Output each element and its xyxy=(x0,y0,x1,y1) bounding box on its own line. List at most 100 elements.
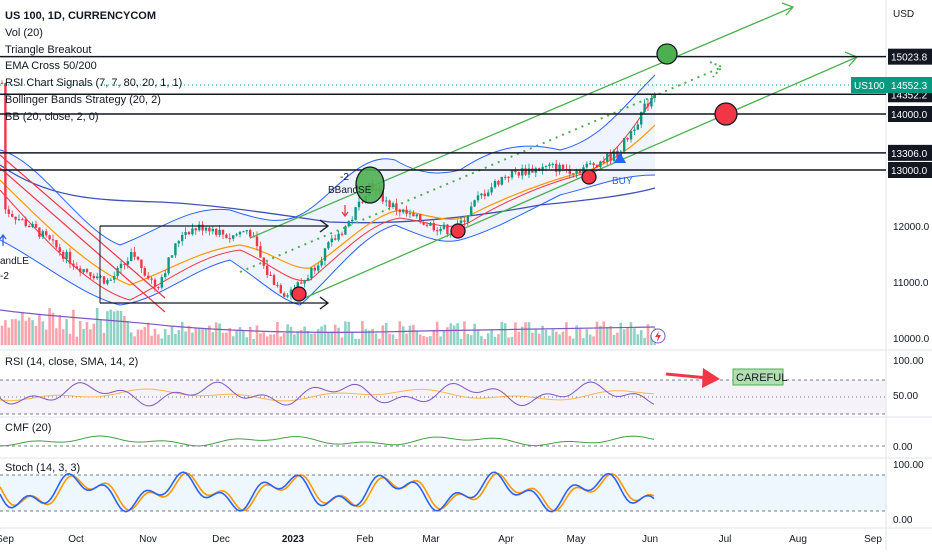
candle-body xyxy=(504,176,507,178)
volume-bar xyxy=(153,328,157,345)
candle-body xyxy=(136,256,140,260)
volume-bar xyxy=(34,325,38,345)
candle-body xyxy=(106,280,109,284)
rsi-pane-label[interactable]: RSI (14, close, SMA, 14, 2) xyxy=(5,356,139,368)
symbol-title[interactable]: US 100, 1D, CURRENCYCOM xyxy=(5,10,156,22)
volume-bar xyxy=(143,327,147,345)
volume-bar xyxy=(106,311,109,345)
time-axis-label: Jun xyxy=(642,534,658,545)
volume-bar xyxy=(578,327,582,345)
time-axis-label: Apr xyxy=(498,534,514,545)
candle-body xyxy=(170,255,174,258)
legend-item-triangle-breakout[interactable]: Triangle Breakout xyxy=(5,43,92,56)
candle-body xyxy=(211,228,214,232)
time-axis-label: Oct xyxy=(68,534,84,545)
red-circle-low-1[interactable] xyxy=(291,286,307,302)
volume-bar xyxy=(541,325,544,345)
volume-bar xyxy=(639,330,643,345)
volume-bar xyxy=(95,307,99,345)
volume-bar xyxy=(388,333,391,345)
candle-body xyxy=(599,161,602,168)
candle-body xyxy=(653,94,656,98)
candle-body xyxy=(340,233,344,235)
red-circle-low-2[interactable] xyxy=(450,223,466,239)
volume-bar xyxy=(330,331,334,345)
candle-body xyxy=(296,282,299,289)
volume-bar xyxy=(231,336,235,345)
careful-label: CAREFUL xyxy=(736,372,787,384)
volume-bar xyxy=(340,337,344,345)
careful-box[interactable] xyxy=(732,368,784,386)
channel-upper-arrowhead xyxy=(781,2,795,16)
candle-body xyxy=(419,214,422,223)
time-axis-label: Feb xyxy=(356,534,374,545)
price-level-badge xyxy=(888,162,932,178)
candle-body xyxy=(58,247,61,252)
candle-body xyxy=(65,251,68,259)
candle-body xyxy=(249,230,252,237)
volume-bar xyxy=(592,336,595,345)
candle-body xyxy=(96,276,99,279)
volume-bar xyxy=(558,334,561,345)
volume-bar xyxy=(507,337,510,345)
time-axis-label: Nov xyxy=(139,534,157,545)
red-circle-target[interactable] xyxy=(714,102,738,126)
volume-bar xyxy=(14,319,17,345)
candle-body xyxy=(391,203,395,208)
candle-body xyxy=(395,203,398,211)
volume-bar xyxy=(211,332,215,345)
candle-body xyxy=(7,209,10,214)
candle-body xyxy=(99,276,102,278)
candle-body xyxy=(31,223,34,228)
red-circle-low-3[interactable] xyxy=(581,169,597,185)
time-axis-label: Sep xyxy=(864,534,882,545)
volume-bar xyxy=(180,321,184,345)
legend-item-bollinger-strategy[interactable]: Bollinger Bands Strategy (20, 2) xyxy=(5,93,161,106)
volume-bar xyxy=(476,329,480,345)
volume-bar xyxy=(313,333,317,345)
price-tick-12000: 12000.0 xyxy=(893,222,930,233)
candle-body xyxy=(446,224,449,235)
candle-body xyxy=(640,112,643,125)
stoch-pane-label[interactable]: Stoch (14, 3, 3) xyxy=(5,462,81,474)
volume-bar xyxy=(38,313,41,345)
volume-bar xyxy=(78,320,82,345)
price-level-label: 14000.0 xyxy=(891,110,928,121)
volume-bar xyxy=(44,329,48,345)
volume-bar xyxy=(126,321,130,345)
candle-body xyxy=(595,165,599,168)
channel-lower-line xyxy=(299,56,858,301)
candle-body xyxy=(45,231,48,236)
candle-body xyxy=(415,214,418,217)
volume-bar xyxy=(184,331,187,345)
candle-body xyxy=(24,219,27,226)
buy-label: BUY xyxy=(612,176,633,187)
volume-bar xyxy=(191,332,194,345)
time-axis[interactable]: Sep Oct Nov Dec 2023 Feb Mar Apr May Jun Jul Aug Sep xyxy=(0,534,882,545)
price-levels[interactable]: 15023.8 14352.2 14000.0 13306.0 13000.0 xyxy=(0,48,932,178)
ema-50-line xyxy=(0,124,656,286)
candle-body xyxy=(55,240,58,248)
candle-body xyxy=(439,228,442,232)
candle-body xyxy=(497,181,500,185)
volume-bar xyxy=(571,338,575,345)
candle-body xyxy=(408,213,412,215)
legend-item-rsi-signals[interactable]: RSI Chart Signals (7, 7, 80, 20, 1, 1) xyxy=(5,77,183,90)
volume-bar xyxy=(255,325,259,345)
legend-item-ema-cross[interactable]: EMA Cross 50/200 xyxy=(5,60,97,73)
legend-item-bb[interactable]: BB (20, close, 2, 0) xyxy=(5,110,99,123)
candle-body xyxy=(592,163,595,166)
volume-bar xyxy=(442,330,446,345)
candle-body xyxy=(102,276,106,284)
volume-bar xyxy=(41,321,45,345)
candle-body xyxy=(493,181,497,188)
cmf-pane-label[interactable]: CMF (20) xyxy=(5,422,52,434)
volume-bar xyxy=(619,322,623,345)
ema-20-line xyxy=(0,94,656,301)
green-circle-bbandse[interactable] xyxy=(355,166,385,204)
legend-item-vol[interactable]: Vol (20) xyxy=(5,26,43,39)
volume-bar xyxy=(286,324,289,345)
green-circle-target[interactable] xyxy=(656,43,678,65)
